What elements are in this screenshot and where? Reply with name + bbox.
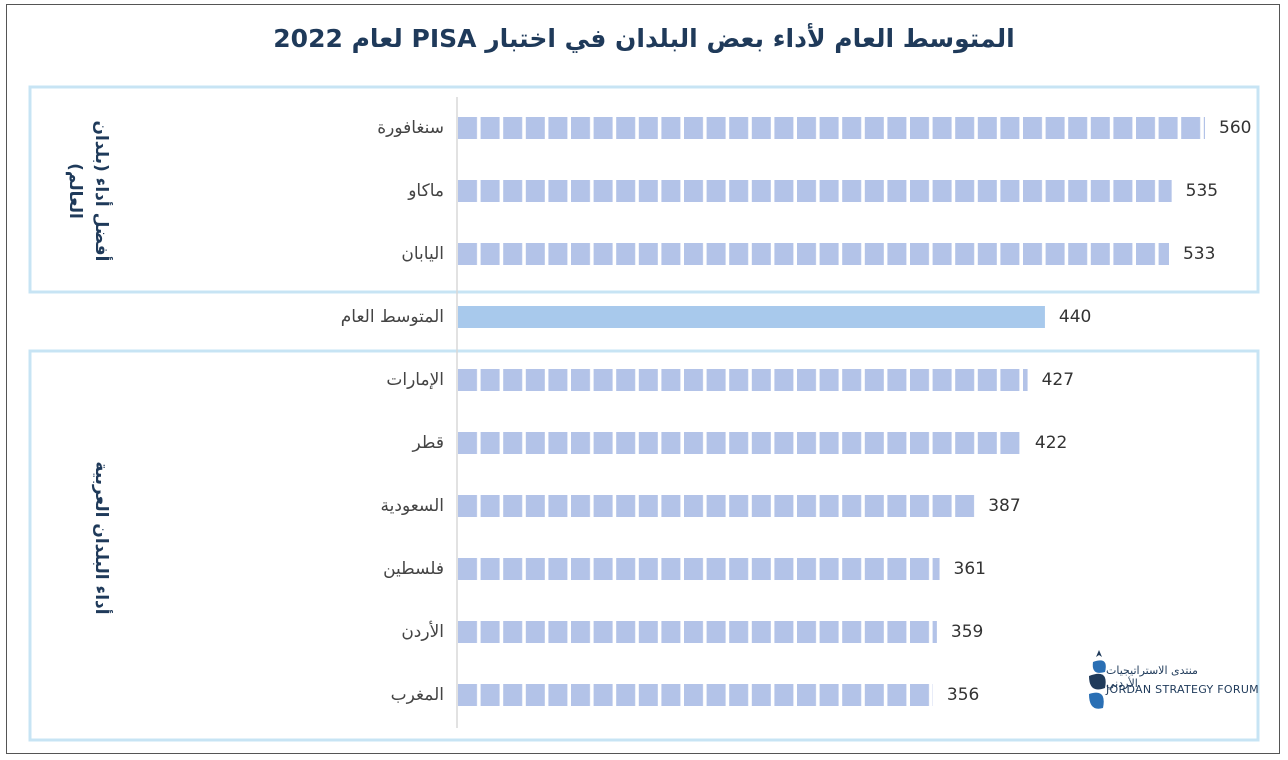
logo-icon [1089, 650, 1106, 709]
category-label: اليابان [401, 244, 444, 264]
bar [458, 432, 1021, 454]
category-label: المتوسط العام [341, 307, 444, 327]
bar [458, 369, 1028, 391]
logo-text: منتدى الاستراتيجيات الأردني [1106, 664, 1198, 690]
category-label: قطر [412, 433, 444, 453]
bar [458, 495, 975, 517]
value-label: 560 [1219, 118, 1251, 138]
logo-text: JORDAN STRATEGY FORUM [1106, 683, 1259, 696]
value-label: 427 [1042, 370, 1074, 390]
value-label: 359 [951, 622, 983, 642]
group-box [28, 349, 1260, 742]
bar [458, 558, 940, 580]
value-label: 535 [1186, 181, 1218, 201]
value-label: 361 [954, 559, 986, 579]
category-label: ماكاو [407, 181, 444, 201]
category-label: الإمارات [386, 370, 444, 390]
category-label: سنغافورة [377, 118, 444, 138]
chart-title: المتوسط العام لأداء بعض البلدان في اختبا… [273, 24, 1015, 53]
category-label: السعودية [381, 496, 444, 516]
bar [458, 621, 937, 643]
group-label: أفضل أداء (بلدان العالم) [65, 120, 111, 262]
category-label: الأردن [401, 621, 444, 642]
category-label: المغرب [391, 685, 444, 705]
value-label: 440 [1059, 307, 1091, 327]
value-label: 422 [1035, 433, 1067, 453]
frame [6, 4, 1280, 754]
value-label: 533 [1183, 244, 1215, 264]
value-label: 356 [947, 685, 979, 705]
bar [458, 117, 1205, 139]
group-label: أداء البلدان العربية [91, 460, 111, 615]
category-label: فلسطين [383, 559, 444, 579]
bar [458, 243, 1169, 265]
bar [458, 684, 933, 706]
bar [458, 306, 1045, 328]
bar [458, 180, 1172, 202]
group-box [28, 85, 1260, 294]
value-label: 387 [988, 496, 1020, 516]
